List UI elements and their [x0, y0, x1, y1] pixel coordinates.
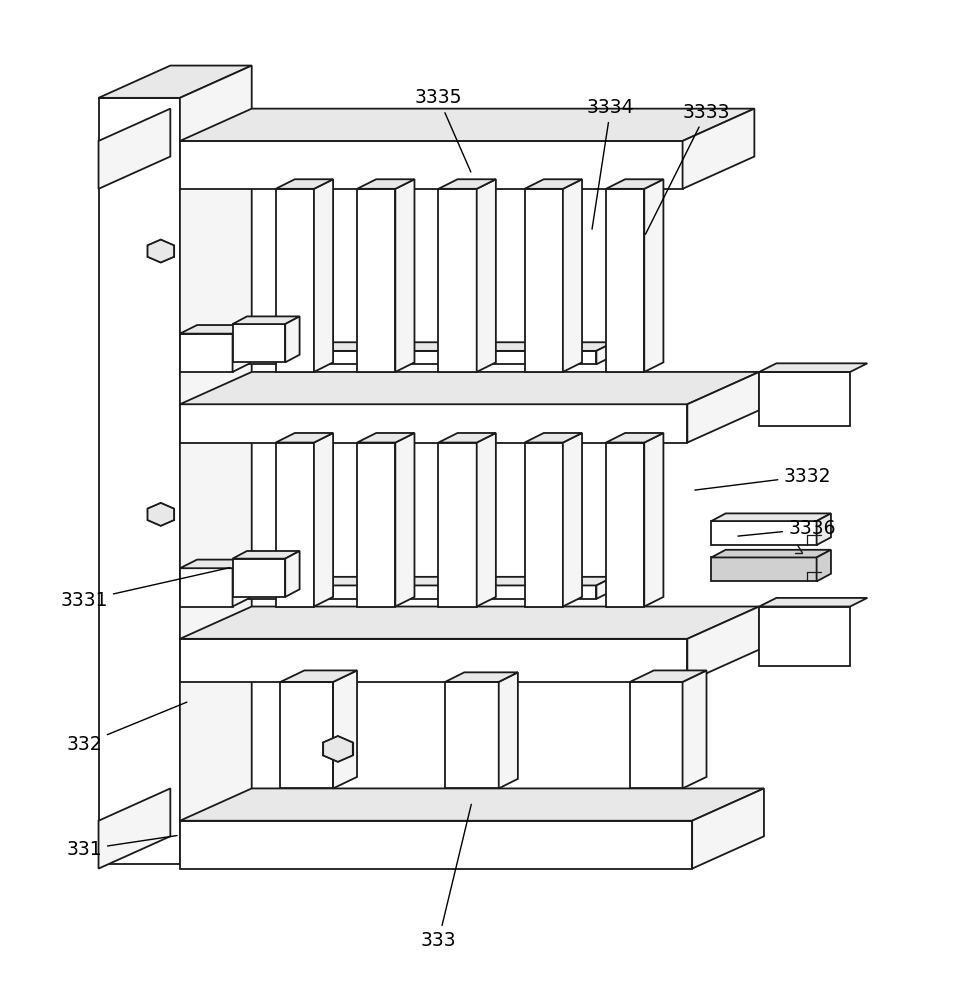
Text: 331: 331 — [66, 836, 177, 859]
Polygon shape — [445, 682, 499, 788]
Polygon shape — [477, 179, 496, 372]
Polygon shape — [630, 670, 707, 682]
Polygon shape — [606, 179, 664, 189]
Polygon shape — [357, 433, 414, 443]
Polygon shape — [180, 639, 688, 682]
Polygon shape — [683, 670, 707, 788]
Text: 3336: 3336 — [738, 519, 836, 538]
Polygon shape — [396, 433, 414, 607]
Polygon shape — [180, 342, 613, 351]
Polygon shape — [275, 189, 314, 372]
Polygon shape — [499, 672, 518, 788]
Polygon shape — [232, 559, 285, 597]
Text: 333: 333 — [421, 804, 471, 950]
Polygon shape — [644, 179, 664, 372]
Polygon shape — [180, 351, 596, 364]
Polygon shape — [232, 316, 299, 324]
Polygon shape — [759, 607, 850, 666]
Polygon shape — [98, 66, 251, 98]
Polygon shape — [692, 788, 764, 869]
Polygon shape — [712, 521, 817, 545]
Polygon shape — [759, 598, 868, 607]
Polygon shape — [712, 557, 817, 581]
Polygon shape — [180, 141, 683, 189]
Polygon shape — [563, 433, 582, 607]
Text: 3335: 3335 — [415, 88, 471, 172]
Text: 3334: 3334 — [586, 98, 635, 229]
Polygon shape — [630, 682, 683, 788]
Polygon shape — [232, 560, 249, 607]
Polygon shape — [98, 98, 180, 864]
Polygon shape — [232, 325, 249, 372]
Polygon shape — [180, 325, 249, 334]
Polygon shape — [563, 179, 582, 372]
Polygon shape — [285, 316, 299, 362]
Text: 332: 332 — [66, 702, 187, 754]
Polygon shape — [712, 513, 831, 521]
Polygon shape — [688, 372, 759, 443]
Polygon shape — [759, 363, 868, 372]
Polygon shape — [525, 179, 582, 189]
Polygon shape — [759, 372, 850, 426]
Polygon shape — [525, 433, 582, 443]
Polygon shape — [396, 179, 414, 372]
Polygon shape — [314, 433, 333, 607]
Polygon shape — [98, 109, 170, 189]
Polygon shape — [333, 670, 357, 788]
Polygon shape — [606, 189, 644, 372]
Polygon shape — [180, 334, 232, 372]
Text: 3332: 3332 — [695, 467, 831, 490]
Polygon shape — [180, 66, 251, 864]
Polygon shape — [683, 109, 754, 189]
Polygon shape — [180, 560, 249, 568]
Polygon shape — [285, 551, 299, 597]
Polygon shape — [438, 433, 496, 443]
Polygon shape — [438, 179, 496, 189]
Polygon shape — [180, 372, 759, 404]
Polygon shape — [180, 568, 232, 607]
Polygon shape — [606, 433, 664, 443]
Polygon shape — [232, 551, 299, 559]
Polygon shape — [357, 443, 396, 607]
Polygon shape — [438, 189, 477, 372]
Polygon shape — [232, 324, 285, 362]
Polygon shape — [280, 670, 357, 682]
Polygon shape — [357, 189, 396, 372]
Polygon shape — [180, 607, 759, 639]
Polygon shape — [180, 404, 688, 443]
Polygon shape — [180, 109, 754, 141]
Polygon shape — [596, 577, 613, 599]
Polygon shape — [323, 736, 352, 762]
Polygon shape — [98, 788, 170, 869]
Polygon shape — [180, 585, 596, 599]
Polygon shape — [445, 672, 518, 682]
Polygon shape — [275, 179, 333, 189]
Polygon shape — [525, 189, 563, 372]
Polygon shape — [712, 550, 831, 557]
Polygon shape — [357, 179, 414, 189]
Text: 3331: 3331 — [61, 568, 230, 610]
Polygon shape — [180, 821, 692, 869]
Text: 3333: 3333 — [645, 103, 730, 234]
Polygon shape — [525, 443, 563, 607]
Polygon shape — [275, 443, 314, 607]
Polygon shape — [275, 433, 333, 443]
Polygon shape — [280, 682, 333, 788]
Polygon shape — [314, 179, 333, 372]
Polygon shape — [817, 513, 831, 545]
Polygon shape — [688, 607, 759, 682]
Polygon shape — [180, 788, 764, 821]
Polygon shape — [180, 577, 613, 585]
Polygon shape — [147, 240, 174, 263]
Polygon shape — [606, 443, 644, 607]
Polygon shape — [477, 433, 496, 607]
Polygon shape — [596, 342, 613, 364]
Polygon shape — [644, 433, 664, 607]
Polygon shape — [438, 443, 477, 607]
Polygon shape — [817, 550, 831, 581]
Polygon shape — [147, 503, 174, 526]
